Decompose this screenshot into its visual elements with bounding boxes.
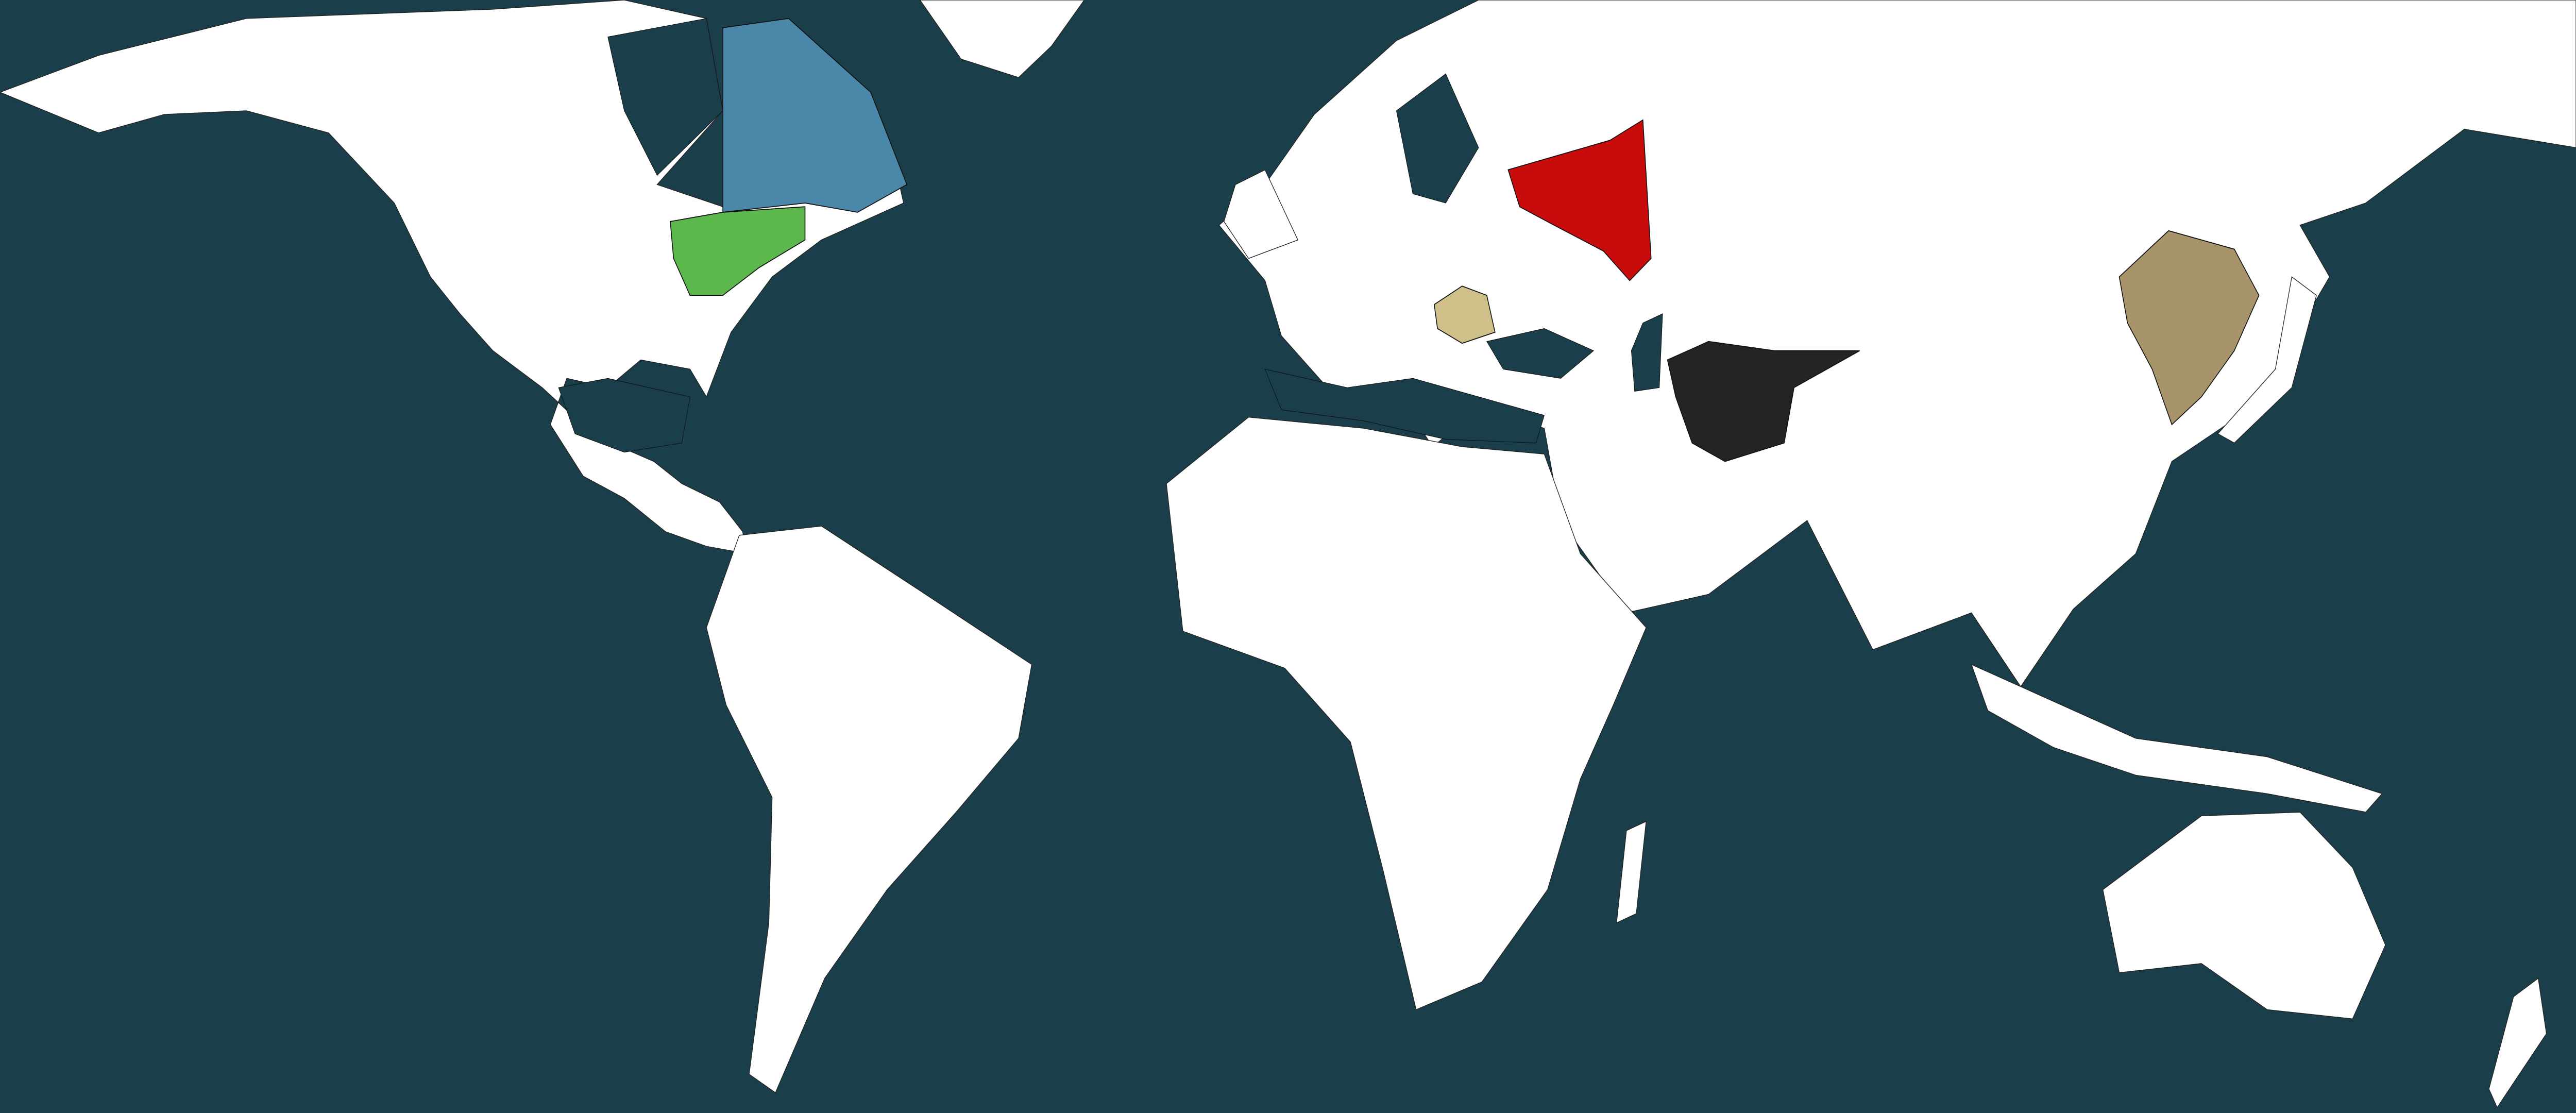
colored-regions: [670, 18, 2260, 462]
japan[interactable]: [2217, 276, 2317, 444]
madagascar[interactable]: [1616, 820, 1647, 924]
uk[interactable]: [1223, 169, 1299, 259]
new-zealand[interactable]: [2488, 977, 2547, 1108]
hudson-bay: [607, 18, 723, 176]
caspian-sea: [1631, 313, 1663, 392]
greenland[interactable]: [919, 0, 1085, 78]
region-dark[interactable]: [1667, 341, 1860, 462]
black-sea: [1486, 328, 1595, 379]
region-blue[interactable]: [722, 18, 908, 213]
africa[interactable]: [1166, 416, 1647, 1010]
lakes-and-inland-seas: [558, 18, 1663, 453]
region-pale-tan[interactable]: [1433, 285, 1496, 344]
region-green[interactable]: [670, 206, 806, 296]
indonesia[interactable]: [1971, 664, 2383, 813]
gulf-of-mexico: [558, 378, 690, 453]
region-red[interactable]: [1507, 119, 1652, 281]
region-khaki[interactable]: [2119, 230, 2260, 426]
south-america[interactable]: [706, 526, 1032, 1093]
mediterranean: [1264, 368, 1545, 444]
australia[interactable]: [2102, 812, 2386, 1020]
baltic-sea: [1396, 73, 1479, 204]
